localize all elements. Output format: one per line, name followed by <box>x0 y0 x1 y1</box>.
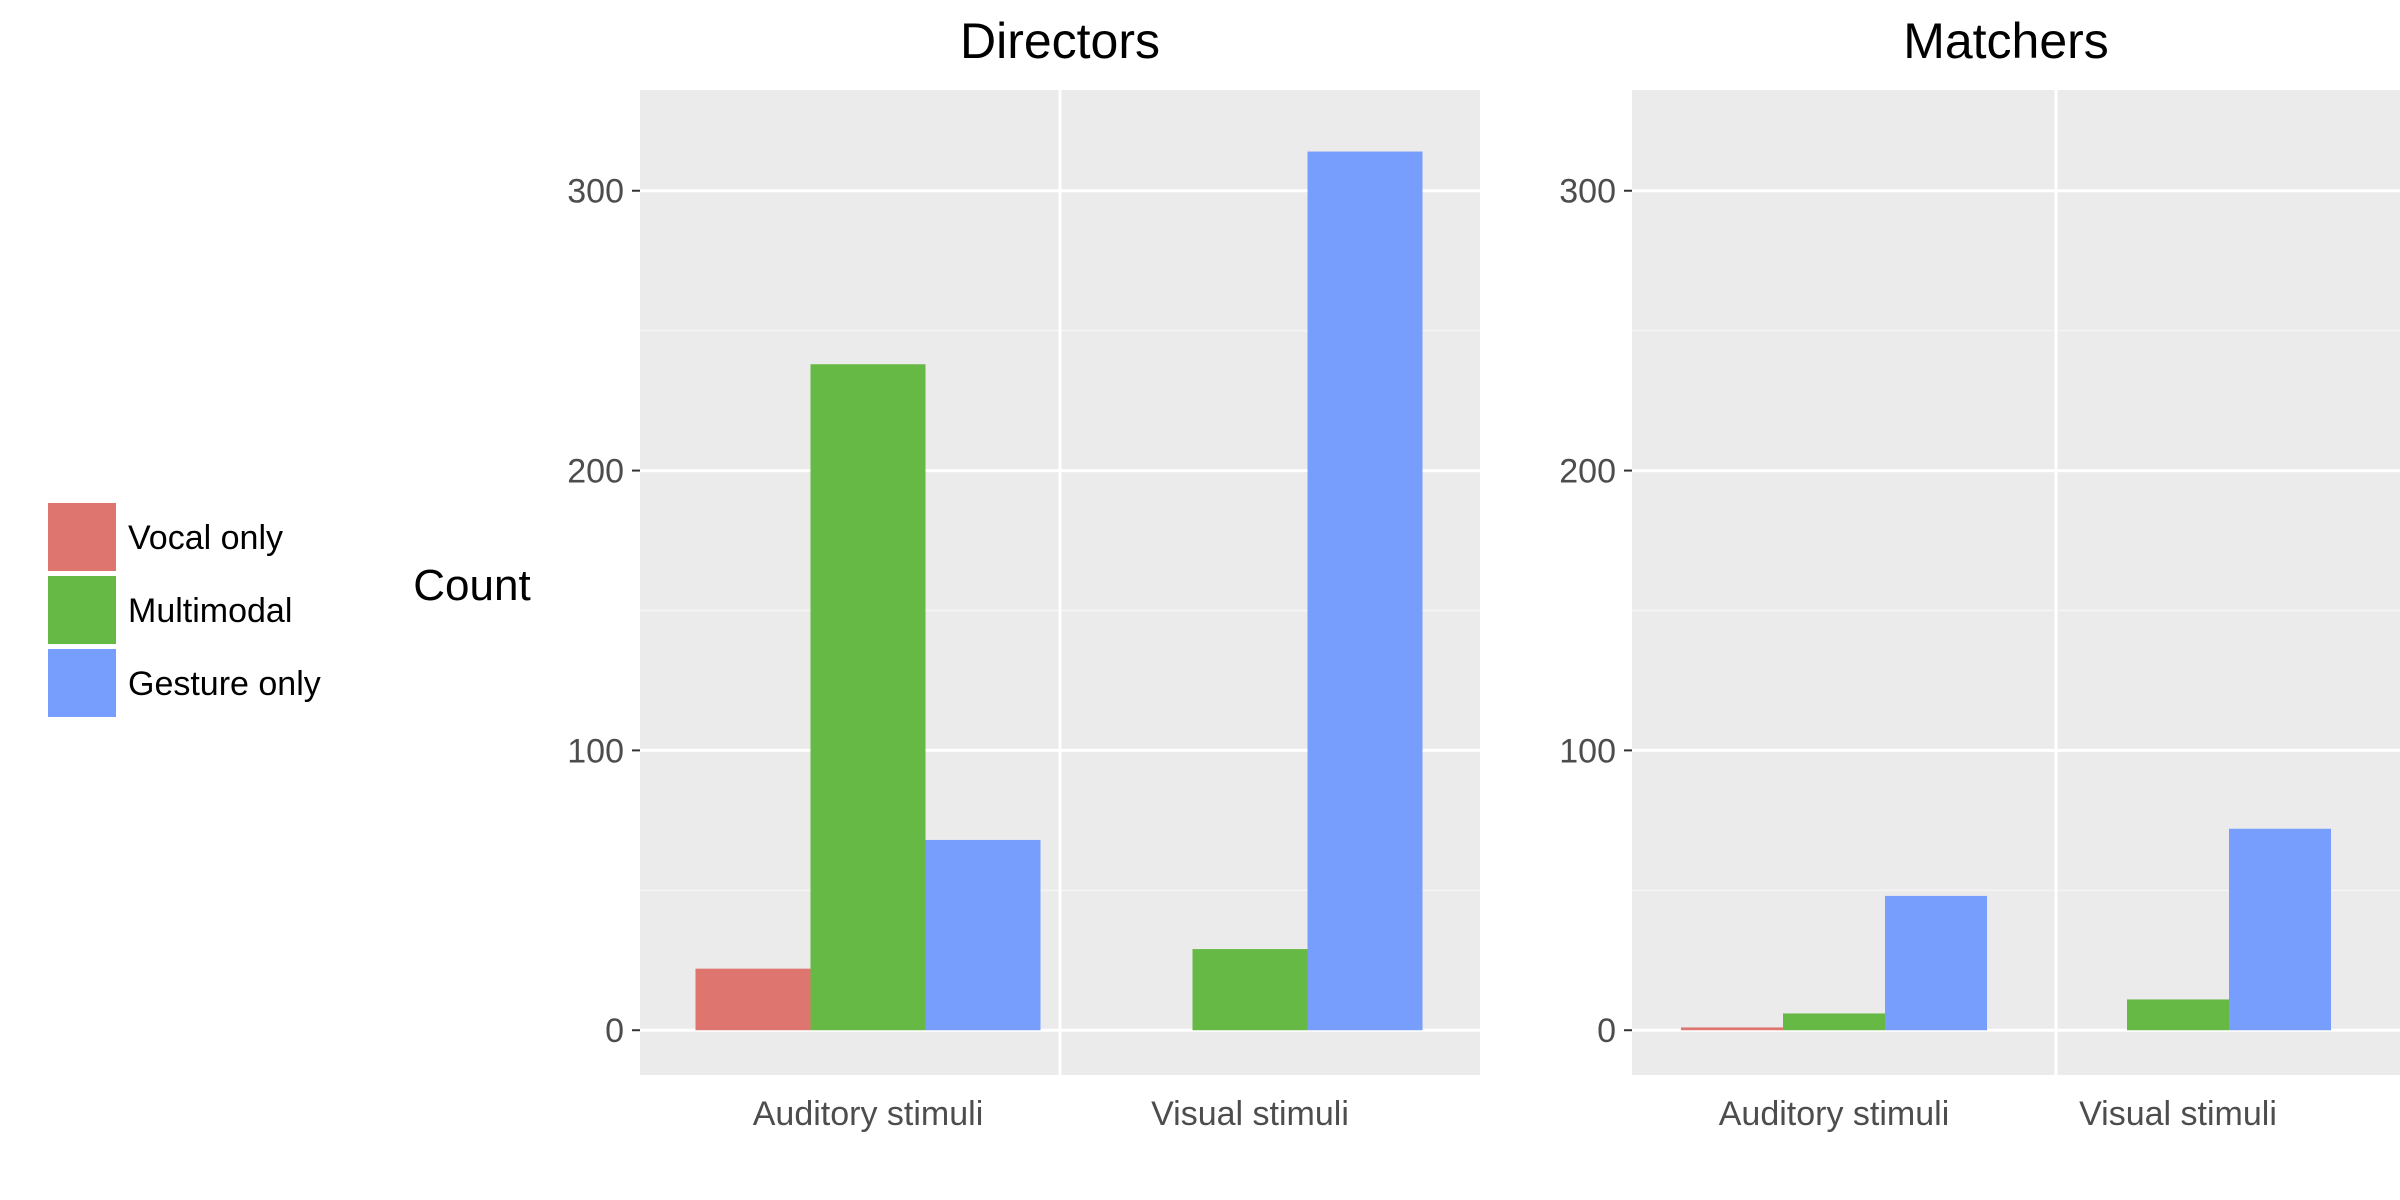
facet-title-matchers: Matchers <box>1903 13 2109 69</box>
bar-directors-auditory-stimuli-multimodal <box>810 364 926 1031</box>
bar-directors-auditory-stimuli-gesture-only <box>925 839 1041 1031</box>
y-tick-label-200: 200 <box>567 453 624 491</box>
bar-matchers-visual-stimuli-multimodal <box>2127 999 2229 1031</box>
y-tick-label-100: 100 <box>1559 732 1616 770</box>
legend-label-gesture-only: Gesture only <box>128 665 321 703</box>
legend-key-vocal-only <box>48 503 116 571</box>
legend-key-multimodal <box>48 576 116 644</box>
y-tick-label-100: 100 <box>567 732 624 770</box>
x-tick-label-visual: Visual stimuli <box>1151 1095 1349 1133</box>
bars <box>695 151 1423 1031</box>
bar-matchers-auditory-stimuli-vocal-only <box>1681 1027 1783 1031</box>
x-tick-label-auditory: Auditory stimuli <box>1719 1095 1950 1133</box>
panel-directors: 0 100 200 300 Auditory stimuli Visual stimu… <box>567 90 1480 1133</box>
y-tick-label-300: 300 <box>1559 173 1616 211</box>
bar-directors-visual-stimuli-gesture-only <box>1307 151 1423 1031</box>
bar-matchers-auditory-stimuli-multimodal <box>1783 1013 1885 1031</box>
legend-label-multimodal: Multimodal <box>128 592 292 630</box>
legend-key-gesture-only <box>48 649 116 717</box>
bar-directors-visual-stimuli-multimodal <box>1192 949 1308 1031</box>
bars <box>1681 828 2331 1031</box>
bar-matchers-visual-stimuli-gesture-only <box>2229 828 2331 1031</box>
bar-directors-auditory-stimuli-vocal-only <box>695 968 811 1031</box>
bar-matchers-auditory-stimuli-gesture-only <box>1885 895 1987 1031</box>
legend: Vocal only Multimodal Gesture only <box>48 503 321 717</box>
y-axis: 0 100 200 300 <box>1559 173 1632 1050</box>
x-tick-label-visual: Visual stimuli <box>2079 1095 2277 1133</box>
y-tick-label-0: 0 <box>1597 1012 1616 1050</box>
legend-label-vocal-only: Vocal only <box>128 519 283 557</box>
y-axis: 0 100 200 300 <box>567 173 640 1050</box>
y-axis-title: Count <box>413 561 530 610</box>
facet-title-directors: Directors <box>960 13 1160 69</box>
y-tick-label-200: 200 <box>1559 453 1616 491</box>
y-tick-label-0: 0 <box>605 1012 624 1050</box>
x-tick-label-auditory: Auditory stimuli <box>753 1095 984 1133</box>
panel-matchers: 0 100 200 300 Auditory stimuli Visual stimu… <box>1559 90 2400 1133</box>
gridlines <box>1632 90 2400 1075</box>
y-tick-label-300: 300 <box>567 173 624 211</box>
